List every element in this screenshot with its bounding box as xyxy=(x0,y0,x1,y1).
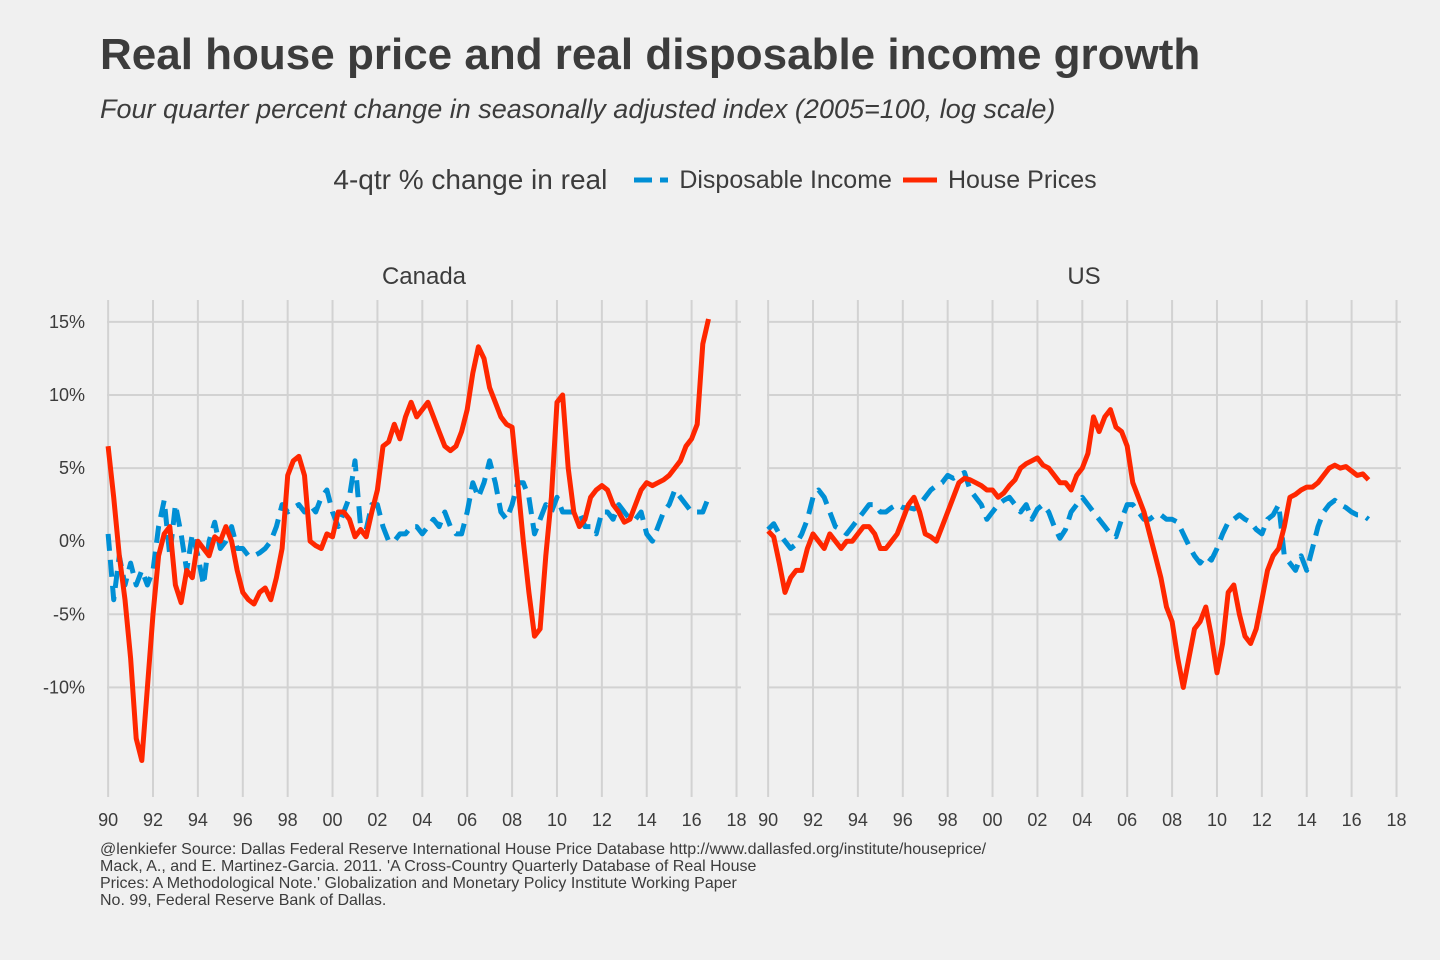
x-tick-label: 96 xyxy=(893,810,913,830)
y-tick-label: 10% xyxy=(49,385,85,405)
legend-item-house-prices: House Prices xyxy=(902,166,1097,195)
legend-key-dashed-line xyxy=(634,177,669,183)
x-tick-label: 94 xyxy=(848,810,868,830)
x-tick-label: 90 xyxy=(758,810,778,830)
panel-title: US xyxy=(1067,263,1100,290)
panel-canada: Canada 90 92 94 96 98 00 02 04 06 08 10 12 14 16 18 15% 1… xyxy=(43,263,747,830)
y-tick-label: 15% xyxy=(49,312,85,332)
y-tick-label: 5% xyxy=(59,458,85,478)
legend-label-disposable-income: Disposable Income xyxy=(679,165,892,194)
panel-us: US 90 92 94 96 98 00 02 04 06 08 10 12 14 16 18 xyxy=(758,263,1406,830)
x-tick-label: 08 xyxy=(1162,810,1182,830)
y-tick-label: -5% xyxy=(53,604,85,624)
x-tick-label: 06 xyxy=(457,810,477,830)
series-line-house-prices xyxy=(766,407,1371,690)
x-tick-label: 18 xyxy=(726,810,746,830)
x-tick-label: 10 xyxy=(547,810,567,830)
x-tick-label: 16 xyxy=(682,810,702,830)
x-tick-label: 92 xyxy=(143,810,163,830)
x-tick-label: 94 xyxy=(188,810,208,830)
caption-line: Mack, A., and E. Martinez-Garcia. 2011. … xyxy=(100,858,757,875)
y-tick-label: 0% xyxy=(59,531,85,551)
panel-title: Canada xyxy=(382,263,467,290)
caption-line: @lenkiefer Source: Dallas Federal Reserv… xyxy=(100,841,987,858)
caption-line: Prices: A Methodological Note.' Globaliz… xyxy=(100,875,737,892)
x-tick-label: 16 xyxy=(1342,810,1362,830)
legend: 4-qtr % change in real Disposable Income… xyxy=(0,164,1440,196)
x-tick-label: 04 xyxy=(412,810,432,830)
series-line-disposable-income xyxy=(105,458,711,603)
x-tick-label: 96 xyxy=(233,810,253,830)
caption-line: No. 99, Federal Reserve Bank of Dallas. xyxy=(100,892,387,909)
x-tick-label: 02 xyxy=(1027,810,1047,830)
legend-label-house-prices: House Prices xyxy=(947,165,1097,194)
x-tick-label: 98 xyxy=(938,810,958,830)
x-tick-label: 06 xyxy=(1117,810,1137,830)
legend-item-disposable-income: Disposable Income xyxy=(633,166,892,195)
series-line-disposable-income xyxy=(766,470,1371,573)
x-tick-label: 00 xyxy=(323,810,343,830)
x-tick-label: 98 xyxy=(278,810,298,830)
x-tick-label: 00 xyxy=(983,810,1003,830)
x-tick-label: 14 xyxy=(1297,810,1317,830)
x-tick-label: 92 xyxy=(803,810,823,830)
x-tick-label: 12 xyxy=(1252,810,1272,830)
chart-title: Real house price and real disposable inc… xyxy=(100,30,1201,79)
x-tick-label: 02 xyxy=(367,810,387,830)
x-tick-label: 90 xyxy=(98,810,118,830)
legend-key-solid-line xyxy=(902,177,937,183)
x-tick-label: 12 xyxy=(592,810,612,830)
chart-subtitle: Four quarter percent change in seasonall… xyxy=(100,94,1056,124)
x-tick-label: 10 xyxy=(1207,810,1227,830)
series-line-house-prices xyxy=(105,318,711,763)
caption: @lenkiefer Source: Dallas Federal Reserv… xyxy=(100,841,986,909)
x-tick-label: 18 xyxy=(1386,810,1406,830)
x-tick-label: 14 xyxy=(637,810,657,830)
x-tick-label: 04 xyxy=(1072,810,1092,830)
x-tick-label: 08 xyxy=(502,810,522,830)
legend-title: 4-qtr % change in real xyxy=(333,164,608,195)
y-tick-label: -10% xyxy=(43,677,85,697)
